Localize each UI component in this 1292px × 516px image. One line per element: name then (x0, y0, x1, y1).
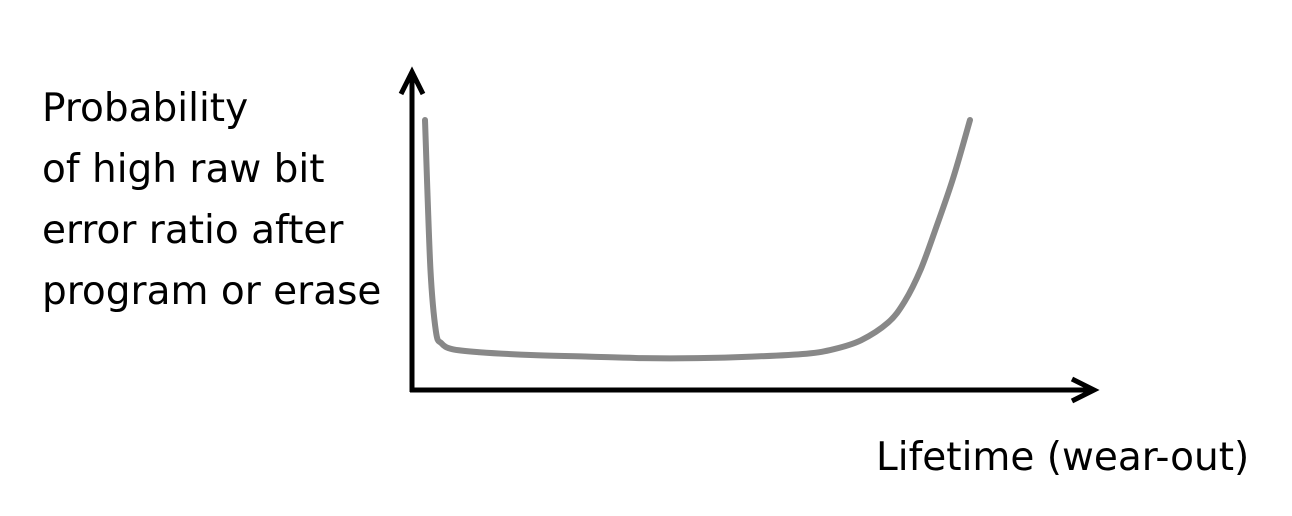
y-axis-label-line-1: Probability (42, 86, 249, 131)
axes (398, 66, 1100, 404)
bathtub-curve (422, 117, 973, 362)
y-axis-arrowhead (398, 66, 426, 96)
y-axis-label-line-3: error ratio after (42, 208, 344, 253)
y-axis-label: Probability of high raw bit error ratio … (42, 78, 402, 322)
y-axis-label-line-4: program or erase (42, 269, 382, 314)
x-axis-label: Lifetime (wear-out) (876, 435, 1250, 480)
x-axis-arrowhead (1070, 376, 1100, 404)
y-axis-label-line-2: of high raw bit (42, 147, 325, 192)
